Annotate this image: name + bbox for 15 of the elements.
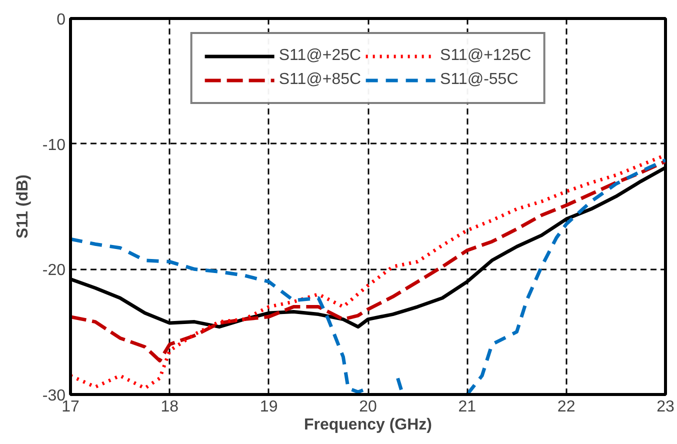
y-tick-label: 0 xyxy=(56,12,66,28)
legend-label: S11@+125C xyxy=(440,47,532,65)
x-tick-label: 18 xyxy=(160,398,179,416)
y-tick-label: -10 xyxy=(42,136,66,154)
x-tick-label: 21 xyxy=(458,398,476,416)
x-tick-label: 22 xyxy=(557,398,576,416)
x-tick-label: 20 xyxy=(359,398,377,416)
legend-label: S11@-55C xyxy=(440,71,518,89)
x-tick-label: 19 xyxy=(260,398,278,416)
y-axis-title: S11 (dB) xyxy=(14,174,32,239)
legend-label: S11@+85C xyxy=(278,71,362,89)
y-tick-label: -20 xyxy=(42,262,66,280)
legend-label: S11@+25C xyxy=(278,47,362,65)
x-axis-title: Frequency (GHz) xyxy=(304,416,432,434)
x-tick-label: 23 xyxy=(656,398,674,416)
